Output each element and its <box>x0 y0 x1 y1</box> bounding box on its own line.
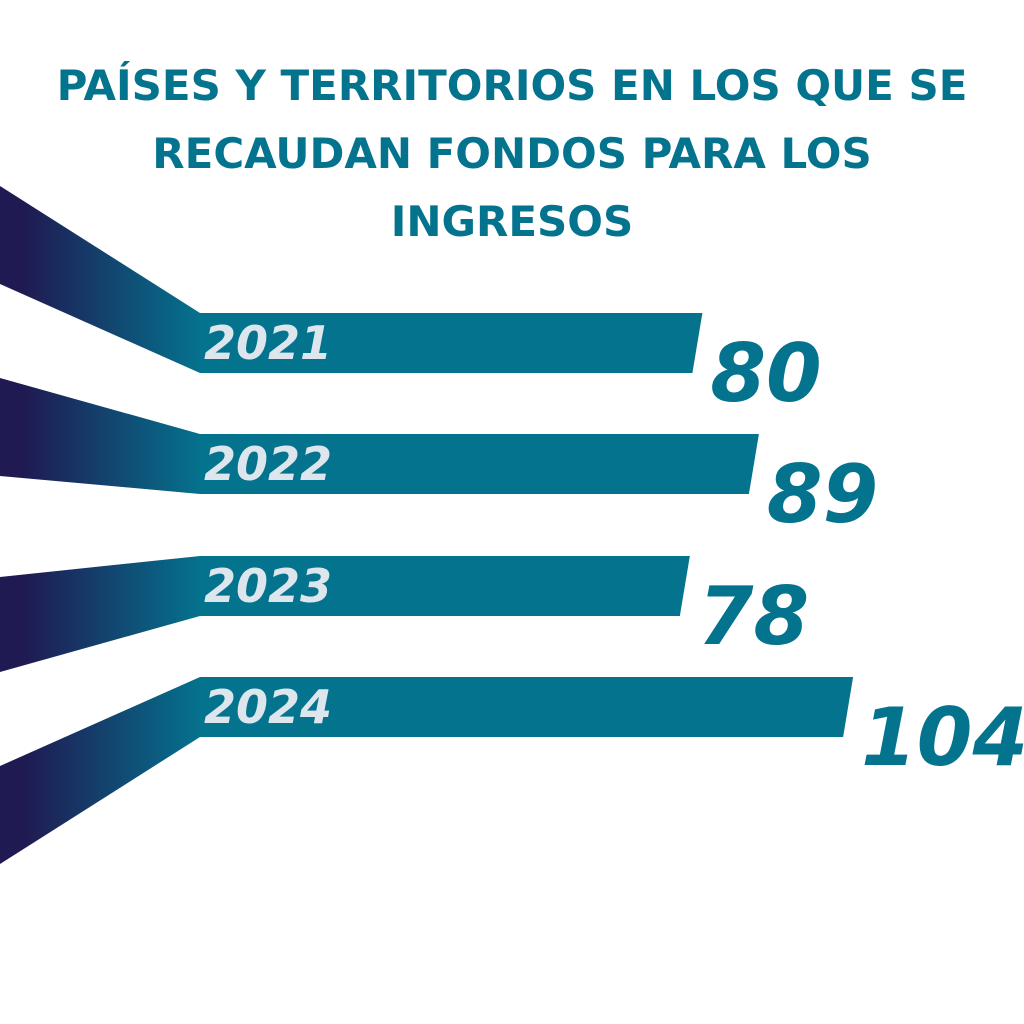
chart-title-line-1: PAÍSES Y TERRITORIOS EN LOS QUE SE <box>56 61 968 110</box>
value-label-2021: 80 <box>710 327 821 420</box>
value-label-2022: 89 <box>767 448 878 541</box>
chart-title: PAÍSES Y TERRITORIOS EN LOS QUE SE RECAU… <box>0 52 1024 256</box>
chart-title-line-2: RECAUDAN FONDOS PARA LOS <box>152 129 872 178</box>
bar-2021 <box>200 313 703 373</box>
category-label-2021: 2021 <box>204 316 332 370</box>
bar-2024 <box>200 677 854 737</box>
category-label-2023: 2023 <box>204 559 332 613</box>
bar-2022 <box>200 434 759 494</box>
bar-2023 <box>200 556 690 616</box>
value-label-2023: 78 <box>698 570 809 663</box>
value-label-2024: 104 <box>861 691 1024 784</box>
bar-ribbon-2024 <box>0 677 202 864</box>
bar-ribbon-2022 <box>0 378 202 494</box>
chart-title-line-3: INGRESOS <box>390 197 634 246</box>
bar-ribbon-2021 <box>0 186 202 373</box>
category-label-2024: 2024 <box>204 680 332 734</box>
bar-ribbon-2023 <box>0 556 202 672</box>
category-label-2022: 2022 <box>204 437 332 491</box>
